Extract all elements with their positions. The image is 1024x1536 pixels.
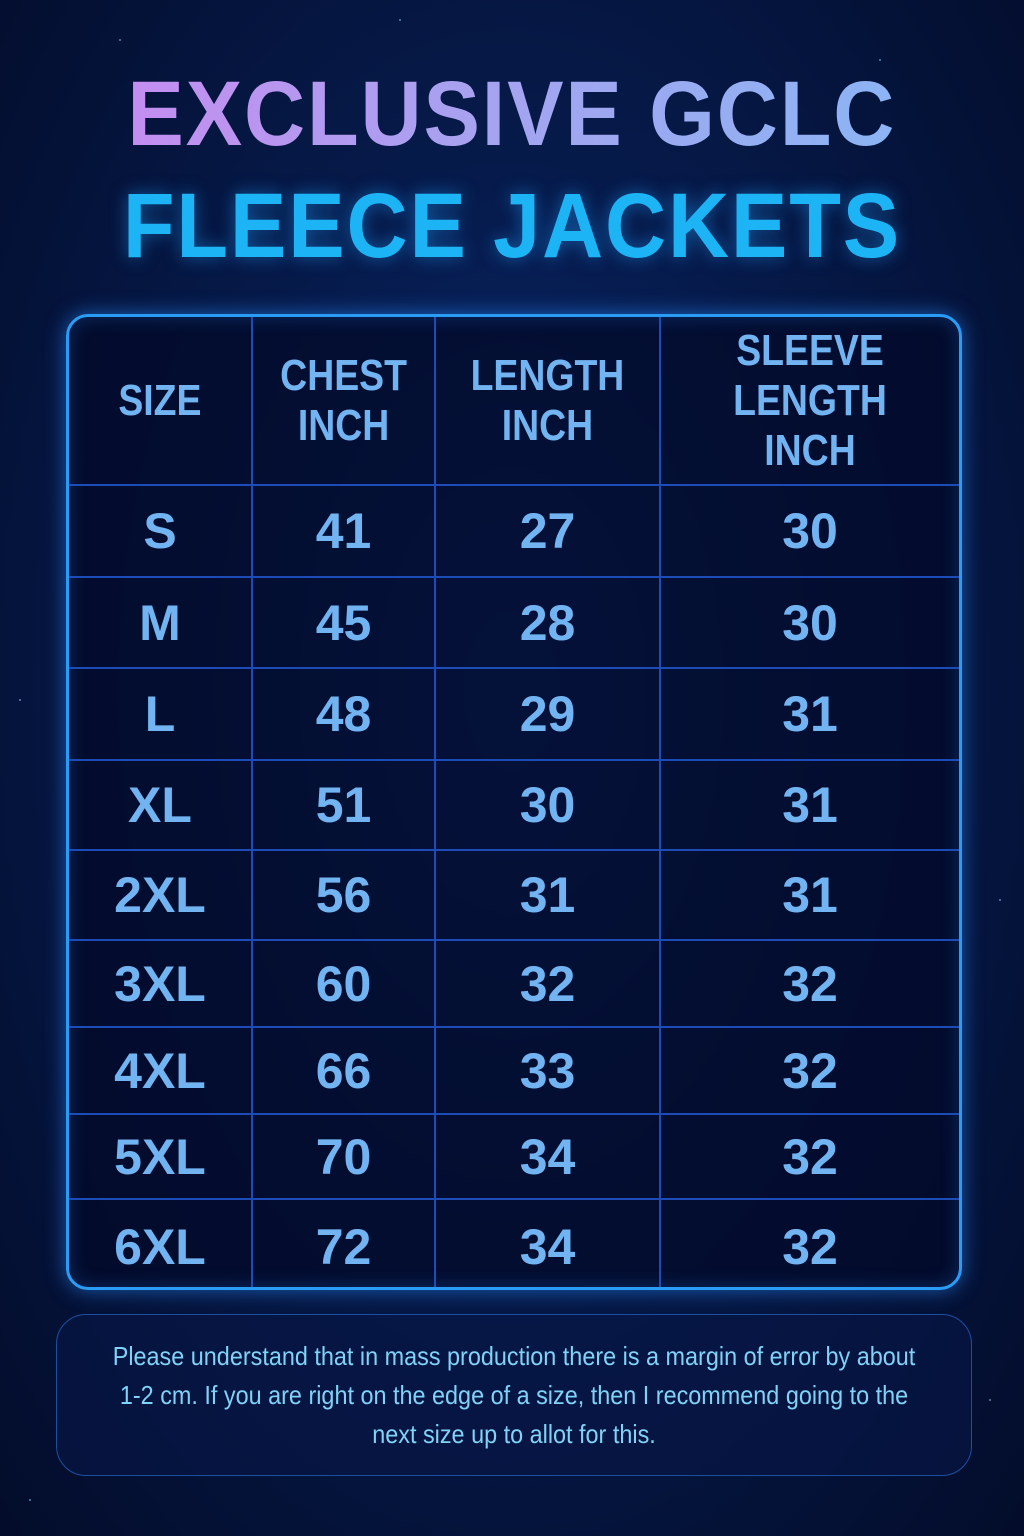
cell-size: 4XL [114,1042,206,1099]
cell-sleeve: 32 [659,1200,959,1287]
table-row: S 41 27 30 [69,484,959,576]
title-line-1: EXCLUSIVE GCLC [127,63,897,165]
cell-size: 6XL [114,1218,206,1275]
cell-chest: 51 [251,761,434,849]
cell-length: 28 [434,578,659,667]
table-row: XL 51 30 31 [69,759,959,849]
cell-chest: 45 [251,578,434,667]
cell-length: 33 [434,1028,659,1113]
cell-length: 27 [434,486,659,576]
header-sleeve: SLEEVE LENGTH INCH [659,317,959,484]
cell-sleeve: 32 [659,941,959,1026]
cell-length: 31 [434,851,659,939]
table-row: 5XL 70 34 32 [69,1113,959,1198]
table-row: 3XL 60 32 32 [69,939,959,1026]
table-row: L 48 29 31 [69,667,959,759]
table-row: M 45 28 30 [69,576,959,667]
cell-size: S [143,503,177,559]
cell-sleeve: 30 [659,486,959,576]
cell-sleeve: 31 [659,761,959,849]
cell-size: XL [128,777,192,833]
header-size: SIZE [118,375,202,425]
cell-sleeve: 31 [659,851,959,939]
cell-sleeve: 32 [659,1115,959,1198]
cell-size: M [139,594,181,651]
cell-length: 30 [434,761,659,849]
cell-length: 32 [434,941,659,1026]
table-header-row: SIZE CHEST INCH LENGTH INCH SLEEVE LENGT… [69,317,959,484]
cell-chest: 60 [251,941,434,1026]
cell-chest: 48 [251,669,434,759]
table-row: 2XL 56 31 31 [69,849,959,939]
cell-chest: 66 [251,1028,434,1113]
cell-size: L [144,686,176,742]
cell-size: 3XL [114,955,206,1012]
cell-size: 2XL [114,867,206,923]
cell-length: 29 [434,669,659,759]
sizing-note-text: Please understand that in mass productio… [112,1340,916,1449]
header-length: LENGTH INCH [434,317,659,484]
cell-sleeve: 30 [659,578,959,667]
cell-sleeve: 31 [659,669,959,759]
cell-chest: 41 [251,486,434,576]
cell-length: 34 [434,1200,659,1287]
header-chest: CHEST INCH [251,317,434,484]
cell-size: 5XL [114,1128,206,1185]
sizing-note: Please understand that in mass productio… [56,1314,972,1476]
cell-chest: 72 [251,1200,434,1287]
title-line-2: FLEECE JACKETS [122,175,902,277]
table-row: 6XL 72 34 32 [69,1198,959,1287]
cell-chest: 56 [251,851,434,939]
cell-chest: 70 [251,1115,434,1198]
table-row: 4XL 66 33 32 [69,1026,959,1113]
size-chart-table: SIZE CHEST INCH LENGTH INCH SLEEVE LENGT… [66,314,962,1290]
cell-length: 34 [434,1115,659,1198]
cell-sleeve: 32 [659,1028,959,1113]
